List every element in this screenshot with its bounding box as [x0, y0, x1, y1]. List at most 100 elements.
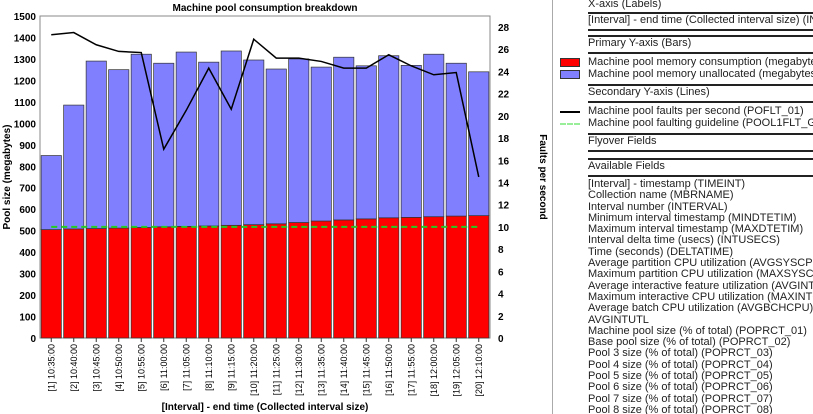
- y2-tick-label: 0: [498, 334, 504, 345]
- x-tick-label: [14] 11:40:00: [339, 344, 349, 396]
- y2-tick-label: 22: [498, 90, 510, 101]
- bar-unallocated: [445, 62, 467, 217]
- y2-axis-label: Faults per second: [537, 134, 548, 220]
- bar-consumption: [445, 215, 467, 339]
- xaxis-header: X-axis (Labels): [588, 0, 662, 10]
- y-tick-label: 1100: [14, 98, 36, 109]
- bar-unallocated: [400, 65, 422, 218]
- y-tick-label: 1200: [14, 76, 37, 87]
- plot-area: [39, 15, 491, 339]
- bar-unallocated: [333, 56, 355, 221]
- available-field[interactable]: Pool 8 size (% of total) (POPRCT_08): [588, 403, 773, 414]
- bar-unallocated: [40, 155, 62, 230]
- x-tick-label: [20] 12:10:00: [474, 344, 484, 397]
- y-tick-label: 700: [19, 184, 36, 195]
- available-field[interactable]: Base pool size (% of total) (POPRCT_02): [588, 336, 791, 349]
- y2-tick-label: 26: [498, 45, 510, 56]
- bar-consumption: [423, 216, 445, 339]
- bar-unallocated: [288, 58, 310, 223]
- x-tick-label: [19] 12:05:00: [451, 344, 461, 397]
- x-tick-label: [7] 11:05:00: [181, 344, 191, 391]
- x-tick-label: [12] 11:30:00: [294, 344, 304, 396]
- chart-title: Machine pool consumption breakdown: [172, 3, 357, 14]
- x-tick-label: [15] 11:45:00: [361, 344, 371, 396]
- bar-unallocated: [378, 55, 400, 219]
- primary-series-1[interactable]: Machine pool memory consumption (megabyt…: [560, 56, 813, 68]
- bar-unallocated: [355, 65, 377, 220]
- x-tick-label: [9] 11:15:00: [226, 344, 236, 391]
- bar-consumption: [288, 222, 310, 339]
- red-swatch-icon: [560, 58, 580, 67]
- bar-unallocated: [198, 61, 220, 227]
- bar-consumption: [63, 228, 85, 339]
- bar-unallocated: [468, 71, 490, 216]
- x-tick-label: [1] 10:35:00: [46, 344, 56, 392]
- series-label: Machine pool memory consumption (megabyt…: [588, 56, 813, 68]
- bar-consumption: [333, 219, 355, 339]
- y2-tick-label: 6: [498, 267, 504, 278]
- primary-series-2[interactable]: Machine pool memory unallocated (megabyt…: [560, 68, 813, 80]
- bar-consumption: [175, 226, 197, 339]
- available-field[interactable]: Pool 5 size (% of total) (POPRCT_05): [588, 370, 773, 383]
- faults-line: [51, 31, 480, 178]
- y-tick-label: 1000: [14, 119, 37, 130]
- bar-consumption: [400, 217, 422, 339]
- available-field[interactable]: Maximum interactive CPU utilization (MAX…: [588, 290, 813, 303]
- y2-tick-label: 16: [498, 156, 510, 167]
- available-header: Available Fields: [588, 158, 813, 177]
- series-label: Machine pool faults per second (POFLT_01…: [588, 105, 804, 117]
- y-tick-label: 1300: [14, 55, 37, 66]
- available-field[interactable]: Pool 7 size (% of total) (POPRCT_07): [588, 392, 773, 405]
- x-tick-label: [3] 10:45:00: [91, 344, 101, 392]
- bar-consumption: [378, 217, 400, 339]
- available-field[interactable]: Average interactive feature utilization …: [588, 279, 813, 292]
- series-label: Machine pool faulting guideline (POOL1FL…: [588, 117, 813, 129]
- secondary-series-1[interactable]: Machine pool faults per second (POFLT_01…: [560, 105, 813, 117]
- y2-tick-label: 18: [498, 134, 510, 145]
- available-field[interactable]: Average partition CPU utilization (AVGSY…: [588, 257, 813, 270]
- available-field[interactable]: Machine pool size (% of total) (POPRCT_0…: [588, 324, 807, 337]
- bar-consumption: [85, 228, 107, 339]
- xaxis-field[interactable]: [Interval] - end time (Collected interva…: [588, 12, 813, 31]
- available-field[interactable]: Pool 4 size (% of total) (POPRCT_04): [588, 358, 773, 371]
- bar-unallocated: [175, 51, 197, 227]
- available-field[interactable]: Collection name (MBRNAME): [588, 189, 734, 202]
- y2-tick-label: 28: [498, 23, 510, 34]
- available-field[interactable]: Average batch CPU utilization (AVGBCHCPU…: [588, 302, 813, 315]
- y-tick-label: 800: [19, 162, 36, 173]
- secondary-series-2[interactable]: Machine pool faulting guideline (POOL1FL…: [560, 117, 813, 129]
- y-axis-label: Pool size (megabytes): [2, 124, 13, 229]
- x-tick-label: [18] 12:00:00: [429, 344, 439, 397]
- x-tick-label: [8] 11:10:00: [204, 344, 214, 391]
- bar-consumption: [243, 224, 265, 339]
- y-tick-label: 900: [19, 141, 36, 152]
- field-panel: X-axis (Labels) [Interval] - end time (C…: [552, 0, 813, 414]
- available-field[interactable]: Interval delta time (usecs) (INTUSECS): [588, 234, 780, 247]
- available-field[interactable]: Minimum interval timestamp (MINDTETIM): [588, 211, 797, 224]
- x-tick-label: [13] 11:35:00: [316, 344, 326, 396]
- bar-consumption: [130, 227, 152, 339]
- available-field[interactable]: Pool 6 size (% of total) (POPRCT_06): [588, 381, 773, 394]
- y-tick-label: 200: [19, 291, 36, 302]
- x-tick-label: [16] 11:50:00: [384, 344, 394, 396]
- available-field[interactable]: Time (seconds) (DELTATIME): [588, 245, 734, 258]
- available-field[interactable]: Maximum partition CPU utilization (MAXSY…: [588, 268, 813, 281]
- available-field[interactable]: AVGINTUTL: [588, 313, 649, 326]
- bar-consumption: [220, 224, 242, 339]
- blue-swatch-icon: [560, 70, 580, 79]
- y-tick-label: 400: [19, 248, 36, 259]
- bar-unallocated: [63, 104, 85, 230]
- available-field[interactable]: [Interval] - timestamp (TIMEINT): [588, 178, 746, 190]
- x-tick-label: [4] 10:50:00: [114, 344, 124, 392]
- available-field[interactable]: Pool 3 size (% of total) (POPRCT_03): [588, 347, 773, 360]
- available-field[interactable]: Interval number (INTERVAL): [588, 200, 728, 213]
- x-tick-label: [17] 11:55:00: [406, 344, 416, 396]
- y-tick-label: 100: [19, 313, 36, 324]
- y2-tick-label: 4: [498, 290, 504, 301]
- x-tick-label: [11] 11:25:00: [271, 344, 281, 395]
- bar-consumption: [310, 220, 332, 339]
- available-field[interactable]: Maximum interval timestamp (MAXDTETIM): [588, 223, 804, 236]
- bar-consumption: [265, 223, 287, 339]
- bar-unallocated: [265, 68, 287, 225]
- chart: Machine pool consumption breakdown 0 100 20…: [2, 3, 548, 413]
